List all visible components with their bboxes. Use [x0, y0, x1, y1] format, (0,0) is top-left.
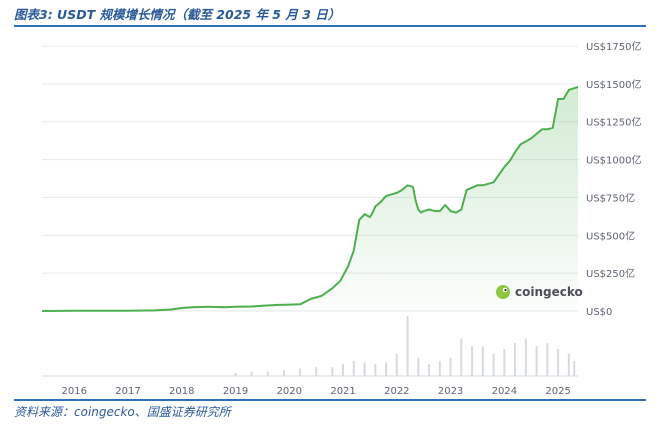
volume-bar — [546, 343, 549, 376]
x-axis-ticks: 2016 2017 2018 2019 2020 2021 2022 2023 2024 2025 — [62, 386, 571, 397]
x-tick-label: 2016 — [62, 386, 87, 397]
volume-bar — [567, 353, 570, 376]
volume-bar — [557, 349, 560, 376]
y-tick-label: US$0 — [586, 307, 612, 318]
x-tick-label: 2018 — [169, 386, 194, 397]
volume-bar — [385, 362, 388, 376]
volume-bar — [352, 361, 355, 376]
series-area — [42, 86, 578, 312]
volume-bar — [573, 361, 576, 376]
volume-bar — [417, 358, 420, 376]
volume-bar — [503, 349, 506, 376]
volume-bar — [524, 338, 527, 376]
y-tick-label: US$1500亿 — [586, 78, 641, 91]
watermark-text: coingecko — [515, 285, 583, 299]
volume-bar — [395, 353, 398, 376]
volume-bar — [438, 361, 441, 376]
volume-bar — [374, 364, 377, 376]
volume-bar — [492, 353, 495, 376]
x-tick-label: 2022 — [384, 386, 409, 397]
x-tick-label: 2024 — [492, 386, 517, 397]
volume-bar — [471, 346, 474, 376]
y-axis-ticks: US$0 US$250亿 US$500亿 US$750亿 US$1000亿 US$1250… — [586, 40, 641, 318]
x-tick-label: 2023 — [438, 386, 463, 397]
x-tick-label: 2021 — [330, 386, 355, 397]
volume-bar — [342, 364, 345, 376]
y-tick-label: US$750亿 — [586, 191, 635, 204]
volume-bar — [449, 358, 452, 376]
volume-bar — [266, 371, 269, 376]
gecko-pupil — [504, 288, 507, 292]
volume-bar — [282, 370, 285, 376]
volume-bar — [514, 343, 517, 376]
figure-source: 资料来源：coingecko、国盛证券研究所 — [14, 405, 231, 419]
volume-bar — [481, 346, 484, 376]
figure-title: 图表3: USDT 规模增长情况（截至 2025 年 5 月 3 日） — [14, 7, 341, 22]
x-tick-label: 2025 — [545, 386, 570, 397]
volume-bar — [460, 338, 463, 376]
series-line — [41, 85, 579, 312]
y-tick-label: US$1750亿 — [586, 40, 641, 53]
x-tick-label: 2020 — [277, 386, 302, 397]
title-rule — [14, 25, 646, 27]
volume-bar — [331, 367, 334, 376]
volume-bar — [315, 367, 318, 376]
volume-bar — [363, 362, 366, 376]
y-tick-label: US$500亿 — [586, 229, 635, 242]
x-tick-label: 2019 — [223, 386, 248, 397]
volume-bar — [250, 371, 253, 376]
volume-bar — [535, 346, 538, 376]
gecko-logo-icon — [496, 285, 510, 299]
y-tick-label: US$1000亿 — [586, 154, 641, 167]
y-tick-label: US$1250亿 — [586, 116, 641, 129]
volume-bars — [234, 316, 576, 376]
x-tick-label: 2017 — [115, 386, 140, 397]
volume-bar — [299, 368, 302, 376]
volume-bar — [234, 373, 237, 376]
volume-bar — [406, 316, 409, 376]
source-rule — [14, 399, 646, 401]
volume-bar — [428, 364, 431, 376]
coingecko-watermark: coingecko — [496, 285, 583, 299]
y-tick-label: US$250亿 — [586, 267, 635, 280]
